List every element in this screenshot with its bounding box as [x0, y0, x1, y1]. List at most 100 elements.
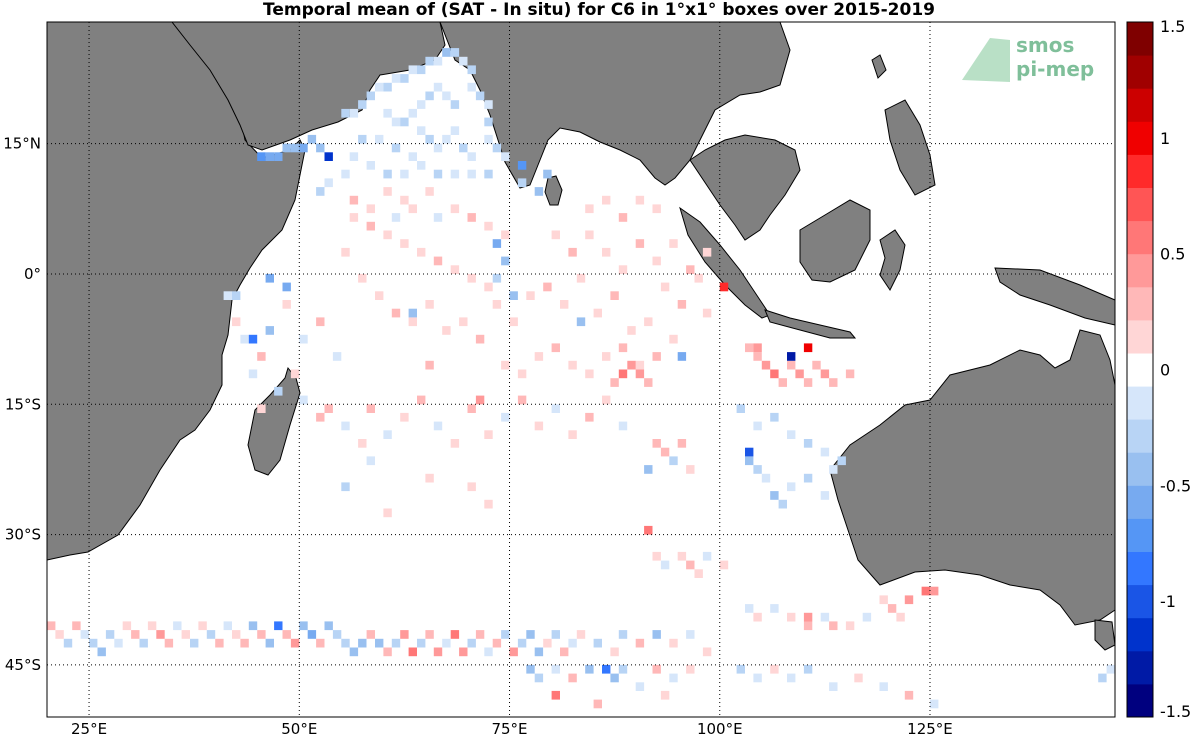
- heatmap-cell: [475, 630, 485, 639]
- colorbar-tick-label: 1: [1160, 129, 1170, 148]
- heatmap-cell: [425, 134, 434, 144]
- colorbar-segment: [1127, 22, 1153, 56]
- heatmap-cell: [55, 630, 64, 639]
- heatmap-cell: [391, 638, 401, 648]
- heatmap-cell: [627, 360, 636, 370]
- heatmap-cell: [383, 82, 392, 92]
- heatmap-cell: [829, 682, 838, 691]
- latitude-tick-label: 45°S: [5, 656, 41, 674]
- heatmap-cell: [618, 265, 628, 274]
- heatmap-cell: [694, 569, 703, 578]
- heatmap-cell: [534, 647, 544, 657]
- heatmap-cell: [770, 369, 779, 379]
- land-india-asia: [439, 21, 791, 189]
- heatmap-cell: [223, 291, 232, 300]
- heatmap-cell: [467, 404, 476, 413]
- heatmap-cell: [467, 273, 476, 283]
- heatmap-cell: [349, 108, 359, 118]
- heatmap-cell: [475, 334, 485, 344]
- heatmap-cell: [677, 352, 687, 361]
- heatmap-cell: [879, 682, 888, 691]
- land-tasmania: [1094, 619, 1116, 651]
- heatmap-cell: [366, 404, 375, 413]
- heatmap-cell: [484, 117, 493, 127]
- colorbar-frame: [1126, 21, 1154, 718]
- heatmap-cell: [164, 638, 174, 648]
- heatmap-cell: [450, 265, 460, 274]
- heatmap-cell: [232, 630, 241, 639]
- heatmap-cell: [72, 621, 81, 631]
- heatmap-cell: [576, 317, 586, 327]
- heatmap-cell: [904, 595, 914, 605]
- heatmap-cell: [543, 638, 552, 648]
- land-taiwan: [871, 54, 887, 79]
- heatmap-cell: [290, 369, 300, 379]
- heatmap-cell: [879, 595, 888, 605]
- heatmap-cell: [425, 56, 434, 66]
- heatmap-cell: [753, 612, 762, 622]
- heatmap-cell: [618, 630, 628, 639]
- heatmap-cell: [702, 647, 712, 657]
- heatmap-cell: [383, 508, 392, 518]
- heatmap-cell: [391, 308, 401, 318]
- heatmap-cell: [391, 213, 401, 222]
- heatmap-cell: [467, 152, 476, 161]
- heatmap-cell: [417, 126, 426, 135]
- heatmap-cell: [509, 317, 518, 327]
- longitude-ticks: 25°E 50°E 75°E 100°E 125°E: [71, 720, 953, 738]
- heatmap-cell: [433, 213, 443, 222]
- colorbar-segment: [1127, 121, 1153, 155]
- heatmap-cell: [618, 664, 628, 674]
- heatmap-cell: [198, 621, 207, 631]
- heatmap-cell: [290, 143, 300, 153]
- heatmap-cell: [770, 664, 779, 674]
- heatmap-cell: [358, 439, 367, 448]
- heatmap-cell: [829, 621, 838, 631]
- heatmap-cell: [803, 621, 813, 631]
- heatmap-cell: [492, 239, 502, 248]
- land-philippines: [884, 99, 936, 196]
- heatmap-cell: [501, 630, 510, 639]
- heatmap-cell: [618, 369, 628, 379]
- heatmap-cell: [324, 404, 333, 413]
- heatmap-cell: [787, 352, 796, 361]
- heatmap-cell: [753, 343, 762, 353]
- heatmap-cell: [366, 221, 375, 231]
- heatmap-cell: [341, 108, 350, 118]
- colorbar-segment: [1127, 319, 1153, 354]
- heatmap-cell: [593, 308, 602, 318]
- heatmap-cell: [669, 456, 678, 466]
- heatmap-cell: [745, 604, 754, 613]
- heatmap-cell: [433, 421, 443, 431]
- heatmap-cell: [433, 143, 443, 153]
- heatmap-cell: [400, 195, 409, 205]
- colorbar-tick-label: -0.5: [1160, 476, 1191, 495]
- heatmap-cell: [778, 378, 787, 387]
- heatmap-cell: [341, 247, 350, 257]
- colorbar-segment: [1127, 220, 1153, 255]
- heatmap-cell: [753, 673, 762, 683]
- heatmap-cell: [534, 673, 544, 683]
- heatmap-cell: [551, 404, 560, 413]
- heatmap-cell: [408, 308, 417, 318]
- heatmap-cell: [719, 560, 729, 570]
- heatmap-cell: [450, 439, 460, 448]
- heatmap-cell: [543, 282, 552, 292]
- heatmap-cell: [332, 630, 342, 639]
- heatmap-cell: [778, 499, 787, 509]
- heatmap-cell: [484, 221, 493, 231]
- heatmap-cell: [349, 213, 359, 222]
- heatmap-cell: [282, 300, 291, 309]
- heatmap-cell: [190, 638, 199, 648]
- heatmap-cell: [610, 673, 619, 683]
- heatmap-cell: [274, 621, 283, 631]
- land-indochina: [689, 134, 801, 241]
- heatmap-cell: [862, 612, 872, 622]
- heatmap-cell: [904, 690, 914, 700]
- heatmap-cell: [139, 638, 148, 648]
- heatmap-cell: [425, 360, 434, 370]
- heatmap-cell: [442, 326, 451, 335]
- heatmap-cell: [274, 386, 283, 396]
- heatmap-cell: [358, 273, 367, 283]
- longitude-tick-label: 75°E: [491, 720, 527, 738]
